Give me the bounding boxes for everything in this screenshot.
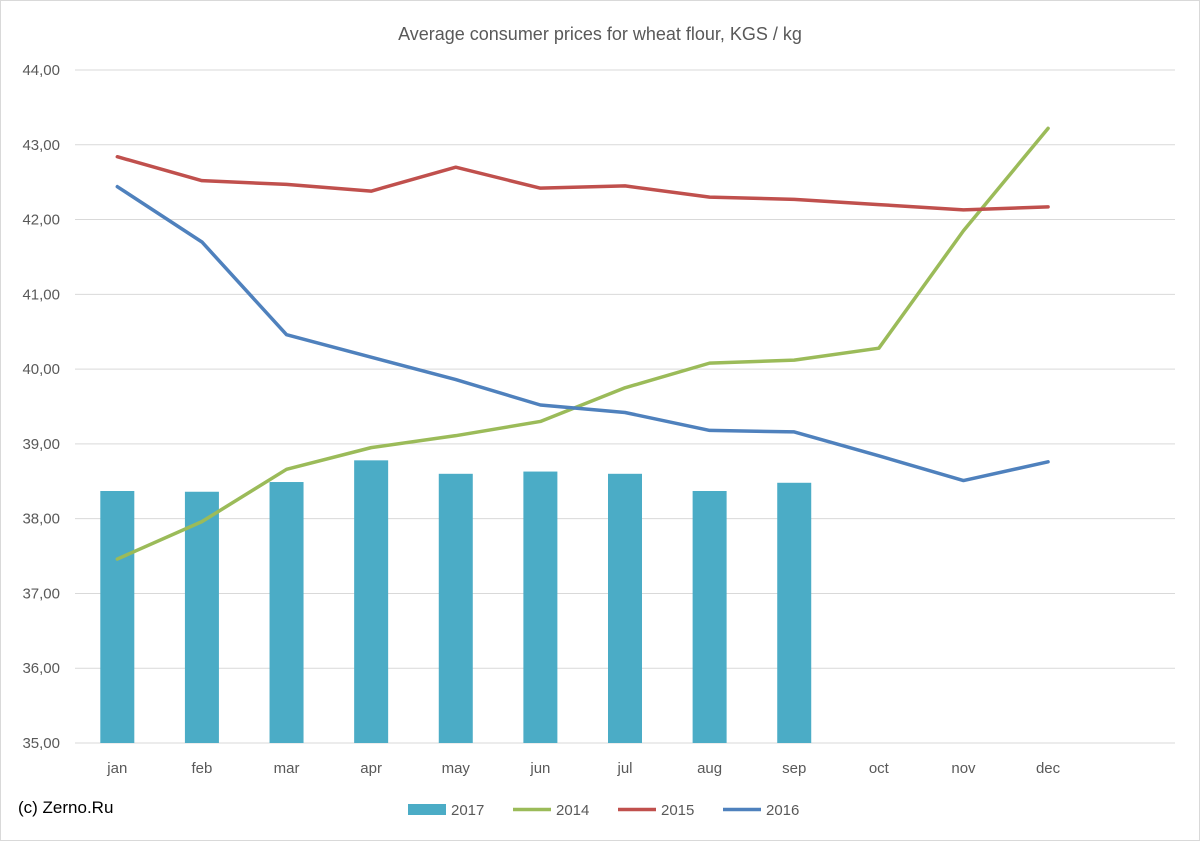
- x-tick-label: nov: [951, 760, 976, 777]
- credit-text: (c) Zerno.Ru: [18, 798, 114, 817]
- legend: 2017 2014 2015 2016: [408, 802, 799, 819]
- y-tick-label: 37,00: [22, 585, 60, 602]
- x-tick-label: may: [442, 760, 471, 777]
- legend-item-2015: 2015: [618, 802, 694, 819]
- y-tick-label: 36,00: [22, 660, 60, 677]
- legend-label: 2017: [451, 802, 484, 819]
- y-axis: 35,00 36,00 37,00 38,00 39,00 40,00 41,00 42,00…: [22, 62, 60, 752]
- x-tick-label: feb: [191, 760, 212, 777]
- x-tick-label: jun: [529, 760, 550, 777]
- x-tick-label: jan: [106, 760, 127, 777]
- x-tick-label: jul: [616, 760, 632, 777]
- bar-2017-aug: [692, 490, 727, 743]
- bar-2017-jul: [608, 473, 642, 743]
- x-tick-label: aug: [697, 760, 722, 777]
- legend-label: 2015: [661, 802, 694, 819]
- chart-title: Average consumer prices for wheat flour,…: [398, 24, 802, 44]
- legend-item-2017: 2017: [408, 802, 484, 819]
- bar-2017-may: [438, 473, 473, 743]
- y-tick-label: 40,00: [22, 361, 60, 378]
- y-tick-label: 42,00: [22, 212, 60, 229]
- bar-2017-feb: [184, 491, 219, 743]
- bar-series: [100, 460, 812, 743]
- line-2014: [115, 126, 1050, 561]
- x-tick-label: sep: [782, 760, 806, 777]
- y-tick-label: 35,00: [22, 735, 60, 752]
- bar-2017-sep: [777, 482, 812, 743]
- bar-2017-jan: [100, 490, 135, 743]
- legend-item-2014: 2014: [513, 802, 589, 819]
- bar-2017-apr: [354, 460, 389, 743]
- gridlines: [75, 69, 1175, 744]
- line-2015: [115, 154, 1050, 212]
- legend-swatch: [408, 804, 446, 815]
- x-tick-label: oct: [869, 760, 890, 777]
- x-axis: jan feb mar apr may jun jul aug sep oct nov dec: [106, 760, 1060, 777]
- bar-2017-jun: [523, 471, 558, 743]
- legend-label: 2014: [556, 802, 589, 819]
- line-2016: [115, 184, 1050, 483]
- x-tick-label: mar: [274, 760, 300, 777]
- x-tick-label: dec: [1036, 760, 1061, 777]
- y-tick-label: 38,00: [22, 511, 60, 528]
- y-tick-label: 43,00: [22, 137, 60, 154]
- bar-2017-mar: [269, 482, 304, 743]
- y-tick-label: 39,00: [22, 436, 60, 453]
- legend-item-2016: 2016: [723, 802, 799, 819]
- y-tick-label: 44,00: [22, 62, 60, 79]
- legend-label: 2016: [766, 802, 799, 819]
- y-tick-label: 41,00: [22, 286, 60, 303]
- line-series: [115, 126, 1050, 561]
- x-tick-label: apr: [360, 760, 382, 777]
